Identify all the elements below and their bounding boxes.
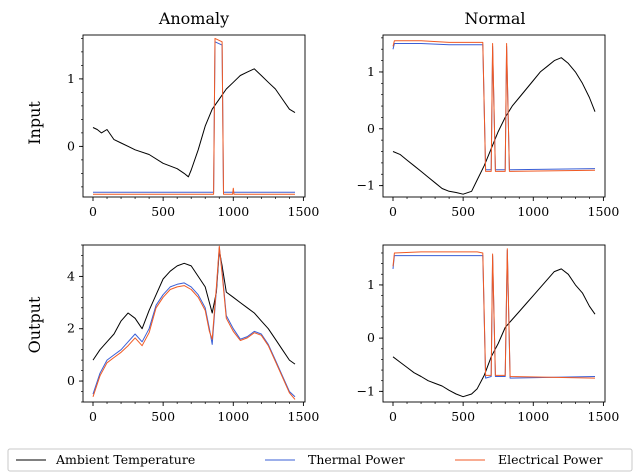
legend: Ambient Temperature Thermal Power Electr…: [7, 448, 633, 472]
x-tick-label: 500: [451, 204, 475, 219]
x-tick-label: 1500: [588, 204, 620, 219]
series-line-ambient: [92, 68, 296, 178]
column-title-anomaly: Anomaly: [158, 9, 229, 28]
series-line-thermal: [93, 41, 295, 193]
y-tick-label: 0: [67, 138, 75, 153]
x-tick-label: 500: [451, 409, 475, 424]
x-tick-label: 1000: [517, 409, 549, 424]
x-tick-label: 1000: [517, 204, 549, 219]
panel-anomaly-output: 0 500 1000 1500 0 2 4: [67, 244, 320, 424]
y-tick-label: 0: [367, 121, 375, 136]
y-tick-label: 1: [67, 71, 75, 86]
series-line-electrical: [392, 248, 596, 379]
legend-label-electrical: Electrical Power: [498, 452, 602, 467]
series-line-electrical: [92, 245, 296, 400]
x-tick-label: 0: [389, 409, 397, 424]
x-tick-label: 1000: [217, 409, 249, 424]
x-tick-label: 500: [151, 204, 175, 219]
series-line-ambient: [92, 249, 296, 365]
x-tick-label: 1500: [288, 409, 320, 424]
y-tick-label: 1: [367, 277, 375, 292]
y-tick-label: 0: [67, 373, 75, 388]
y-tick-label: 0: [367, 330, 375, 345]
x-tick-label: 1000: [217, 204, 249, 219]
plot-frame: [82, 34, 306, 198]
column-title-normal: Normal: [464, 9, 525, 28]
legend-label-thermal: Thermal Power: [308, 452, 405, 467]
x-tick-label: 1500: [588, 409, 620, 424]
legend-label-ambient: Ambient Temperature: [55, 452, 195, 467]
row-label-input: Input: [25, 101, 44, 145]
y-tick-label: 4: [67, 268, 75, 283]
panel-normal-output: 0 500 1000 1500 −1 0 1: [357, 244, 620, 424]
x-tick-label: 1500: [288, 204, 320, 219]
plot-frame: [382, 34, 606, 198]
x-tick-label: 0: [389, 204, 397, 219]
series-line-thermal: [92, 247, 296, 398]
panel-anomaly-input: 0 500 1000 1500 0 1: [67, 34, 320, 219]
panel-normal-input: 0 500 1000 1500 −1 0 1: [357, 34, 620, 219]
plot-frame: [382, 244, 606, 403]
y-tick-label: −1: [357, 383, 375, 398]
x-tick-label: 0: [89, 409, 97, 424]
y-tick-label: 1: [367, 64, 375, 79]
series-line-electrical: [93, 37, 295, 195]
series-line-electrical: [392, 40, 596, 172]
legend-box: [7, 448, 633, 472]
y-tick-label: 2: [67, 321, 75, 336]
x-tick-label: 0: [89, 204, 97, 219]
plot-frame: [82, 244, 306, 403]
x-tick-label: 500: [151, 409, 175, 424]
y-tick-label: −1: [357, 178, 375, 193]
row-label-output: Output: [25, 296, 44, 353]
